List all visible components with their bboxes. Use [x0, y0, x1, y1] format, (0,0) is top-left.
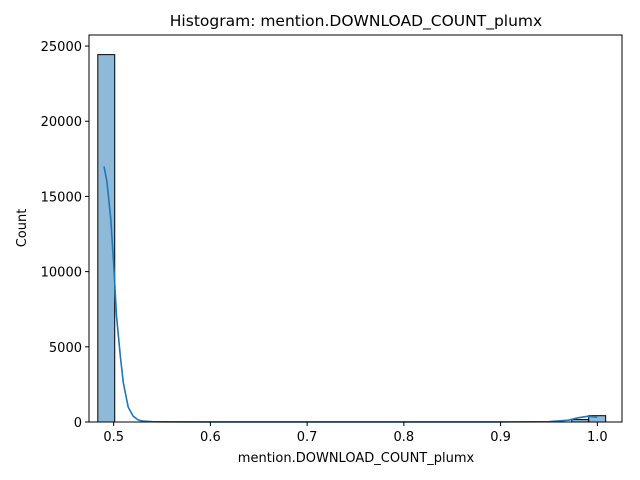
plot-area [97, 54, 607, 423]
y-tick-label: 20000 [41, 115, 82, 130]
y-tick-label: 25000 [41, 40, 82, 55]
x-tick-label: 0.7 [297, 430, 318, 445]
y-tick-label: 10000 [41, 266, 82, 281]
x-tick-label: 0.9 [490, 430, 511, 445]
x-tick-label: 0.6 [200, 430, 221, 445]
chart-title: Histogram: mention.DOWNLOAD_COUNT_plumx [170, 12, 542, 31]
y-tick-label: 5000 [49, 341, 82, 356]
x-axis-label: mention.DOWNLOAD_COUNT_plumx [238, 451, 475, 466]
axes-frame [88, 34, 623, 423]
y-tick-label: 0 [74, 416, 82, 431]
x-tick-label: 0.8 [394, 430, 415, 445]
x-axis: 0.5 0.6 0.7 0.8 0.9 1.0 [103, 422, 608, 445]
x-tick-label: 1.0 [587, 430, 608, 445]
y-axis: 0 5000 10000 15000 20000 25000 [41, 40, 89, 431]
kde-line [103, 166, 598, 423]
x-tick-label: 0.5 [103, 430, 124, 445]
y-tick-label: 15000 [41, 190, 82, 205]
y-axis-label: Count [15, 209, 30, 248]
